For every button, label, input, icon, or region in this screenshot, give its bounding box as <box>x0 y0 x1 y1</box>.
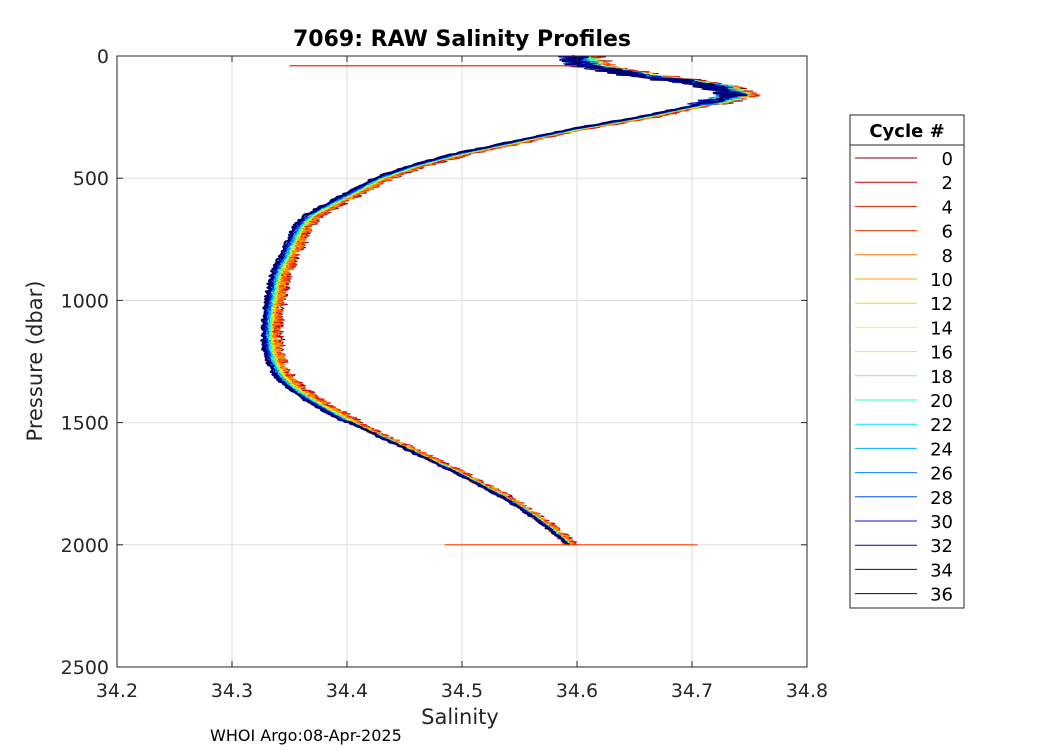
x-tick-label: 34.7 <box>671 680 713 702</box>
x-tick-label: 34.8 <box>786 680 828 702</box>
legend-label: 0 <box>942 149 953 170</box>
legend-label: 26 <box>930 464 953 485</box>
legend: Cycle # 02468101214161820222426283032343… <box>849 114 965 609</box>
legend-label: 18 <box>930 367 953 388</box>
y-tick-label: 2500 <box>61 657 109 679</box>
ticks: 34.2 34.3 34.4 34.5 34.6 34.7 34.8 0 500 1000 1500… <box>61 46 829 702</box>
legend-label: 6 <box>942 222 953 243</box>
legend-label: 16 <box>930 343 953 364</box>
chart-title: 7069: RAW Salinity Profiles <box>293 27 631 52</box>
y-axis-label: Pressure (dbar) <box>23 281 47 442</box>
legend-label: 12 <box>930 294 953 315</box>
profile-line-cycle-36 <box>260 54 748 546</box>
x-tick-label: 34.2 <box>96 680 138 702</box>
legend-label: 34 <box>930 560 953 581</box>
y-tick-label: 1000 <box>61 290 109 312</box>
y-tick-label: 2000 <box>61 535 109 557</box>
y-tick-label: 0 <box>97 46 109 68</box>
legend-label: 4 <box>942 197 953 218</box>
legend-box <box>849 114 965 609</box>
legend-label: 30 <box>930 512 953 533</box>
x-tick-label: 34.5 <box>441 680 483 702</box>
profiles <box>260 54 761 546</box>
legend-label: 2 <box>942 173 953 194</box>
x-tick-label: 34.6 <box>556 680 598 702</box>
x-tick-label: 34.4 <box>326 680 368 702</box>
legend-label: 10 <box>930 270 953 291</box>
y-tick-label: 1500 <box>61 413 109 435</box>
legend-label: 22 <box>930 415 953 436</box>
y-tick-label: 500 <box>73 168 109 190</box>
legend-label: 8 <box>942 246 953 267</box>
legend-label: 14 <box>930 318 953 339</box>
legend-title: Cycle # <box>869 121 944 142</box>
x-axis-label: Salinity <box>421 705 499 729</box>
legend-label: 32 <box>930 536 953 557</box>
legend-label: 28 <box>930 488 953 509</box>
x-tick-label: 34.3 <box>211 680 253 702</box>
legend-label: 20 <box>930 391 953 412</box>
footer-text: WHOI Argo:08-Apr-2025 <box>210 726 402 745</box>
legend-label: 36 <box>930 585 953 606</box>
legend-label: 24 <box>930 439 953 460</box>
